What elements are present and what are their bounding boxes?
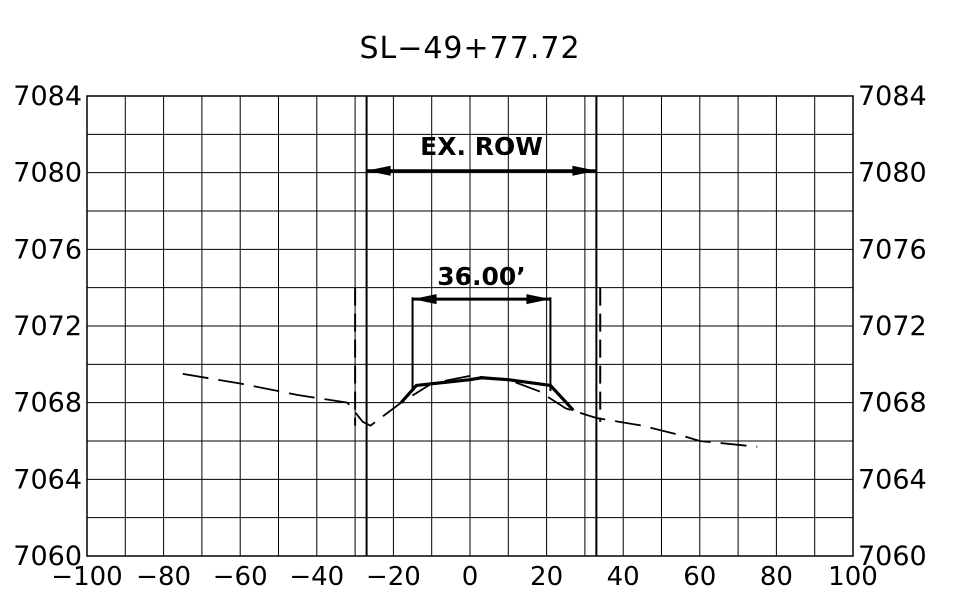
y-tick-label-left: 7080: [13, 158, 82, 189]
y-tick-label-right: 7076: [858, 234, 927, 265]
x-tick-label: 100: [828, 562, 878, 592]
grid: [86, 95, 854, 557]
plot-frame: [86, 95, 854, 557]
dimension-label: 36.00’: [437, 262, 526, 291]
x-axis: −100 −80 −60 −40 −20 0 20 40 60 80 100: [51, 562, 878, 592]
arrowhead-left: [412, 294, 437, 305]
x-tick-label: −80: [136, 562, 191, 592]
x-tick-label: 0: [462, 562, 479, 592]
y-tick-label-left: 7072: [13, 311, 82, 342]
existing-ground-line: [182, 373, 758, 448]
arrowhead-right: [526, 294, 551, 305]
y-tick-label-left: 7084: [13, 81, 82, 112]
right-y-axis: 7084 7080 7076 7072 7068 7064 7060: [858, 81, 927, 572]
x-tick-label: 20: [530, 562, 563, 592]
y-tick-label-right: 7084: [858, 81, 927, 112]
y-tick-label-left: 7060: [13, 541, 82, 572]
plot-border: [86, 95, 854, 557]
y-tick-label-left: 7064: [13, 464, 82, 495]
proposed-profile-line: [399, 376, 575, 412]
y-tick-label-right: 7072: [858, 311, 927, 342]
y-tick-label-right: 7060: [858, 541, 927, 572]
y-tick-label-right: 7080: [858, 158, 927, 189]
reference-lines: [354, 96, 602, 556]
y-tick-label-left: 7068: [13, 388, 82, 419]
x-tick-label: −60: [213, 562, 268, 592]
x-tick-label: 40: [607, 562, 640, 592]
x-tick-label: 60: [683, 562, 716, 592]
dimension-annotations: EX. ROW 36.00’: [366, 132, 597, 305]
x-tick-label: −100: [51, 562, 122, 592]
arrowhead-left: [366, 165, 391, 176]
y-tick-label-right: 7064: [858, 464, 927, 495]
chart-title: SL−49+77.72: [359, 31, 580, 66]
arrowhead-right: [572, 165, 597, 176]
y-tick-label-left: 7076: [13, 234, 82, 265]
x-tick-label: −20: [366, 562, 421, 592]
x-tick-label: 80: [760, 562, 793, 592]
y-tick-label-right: 7068: [858, 388, 927, 419]
dimension-label: EX. ROW: [420, 132, 543, 161]
left-y-axis: 7084 7080 7076 7072 7068 7064 7060: [13, 81, 82, 572]
profile-series: [182, 373, 758, 448]
x-tick-label: −40: [289, 562, 344, 592]
